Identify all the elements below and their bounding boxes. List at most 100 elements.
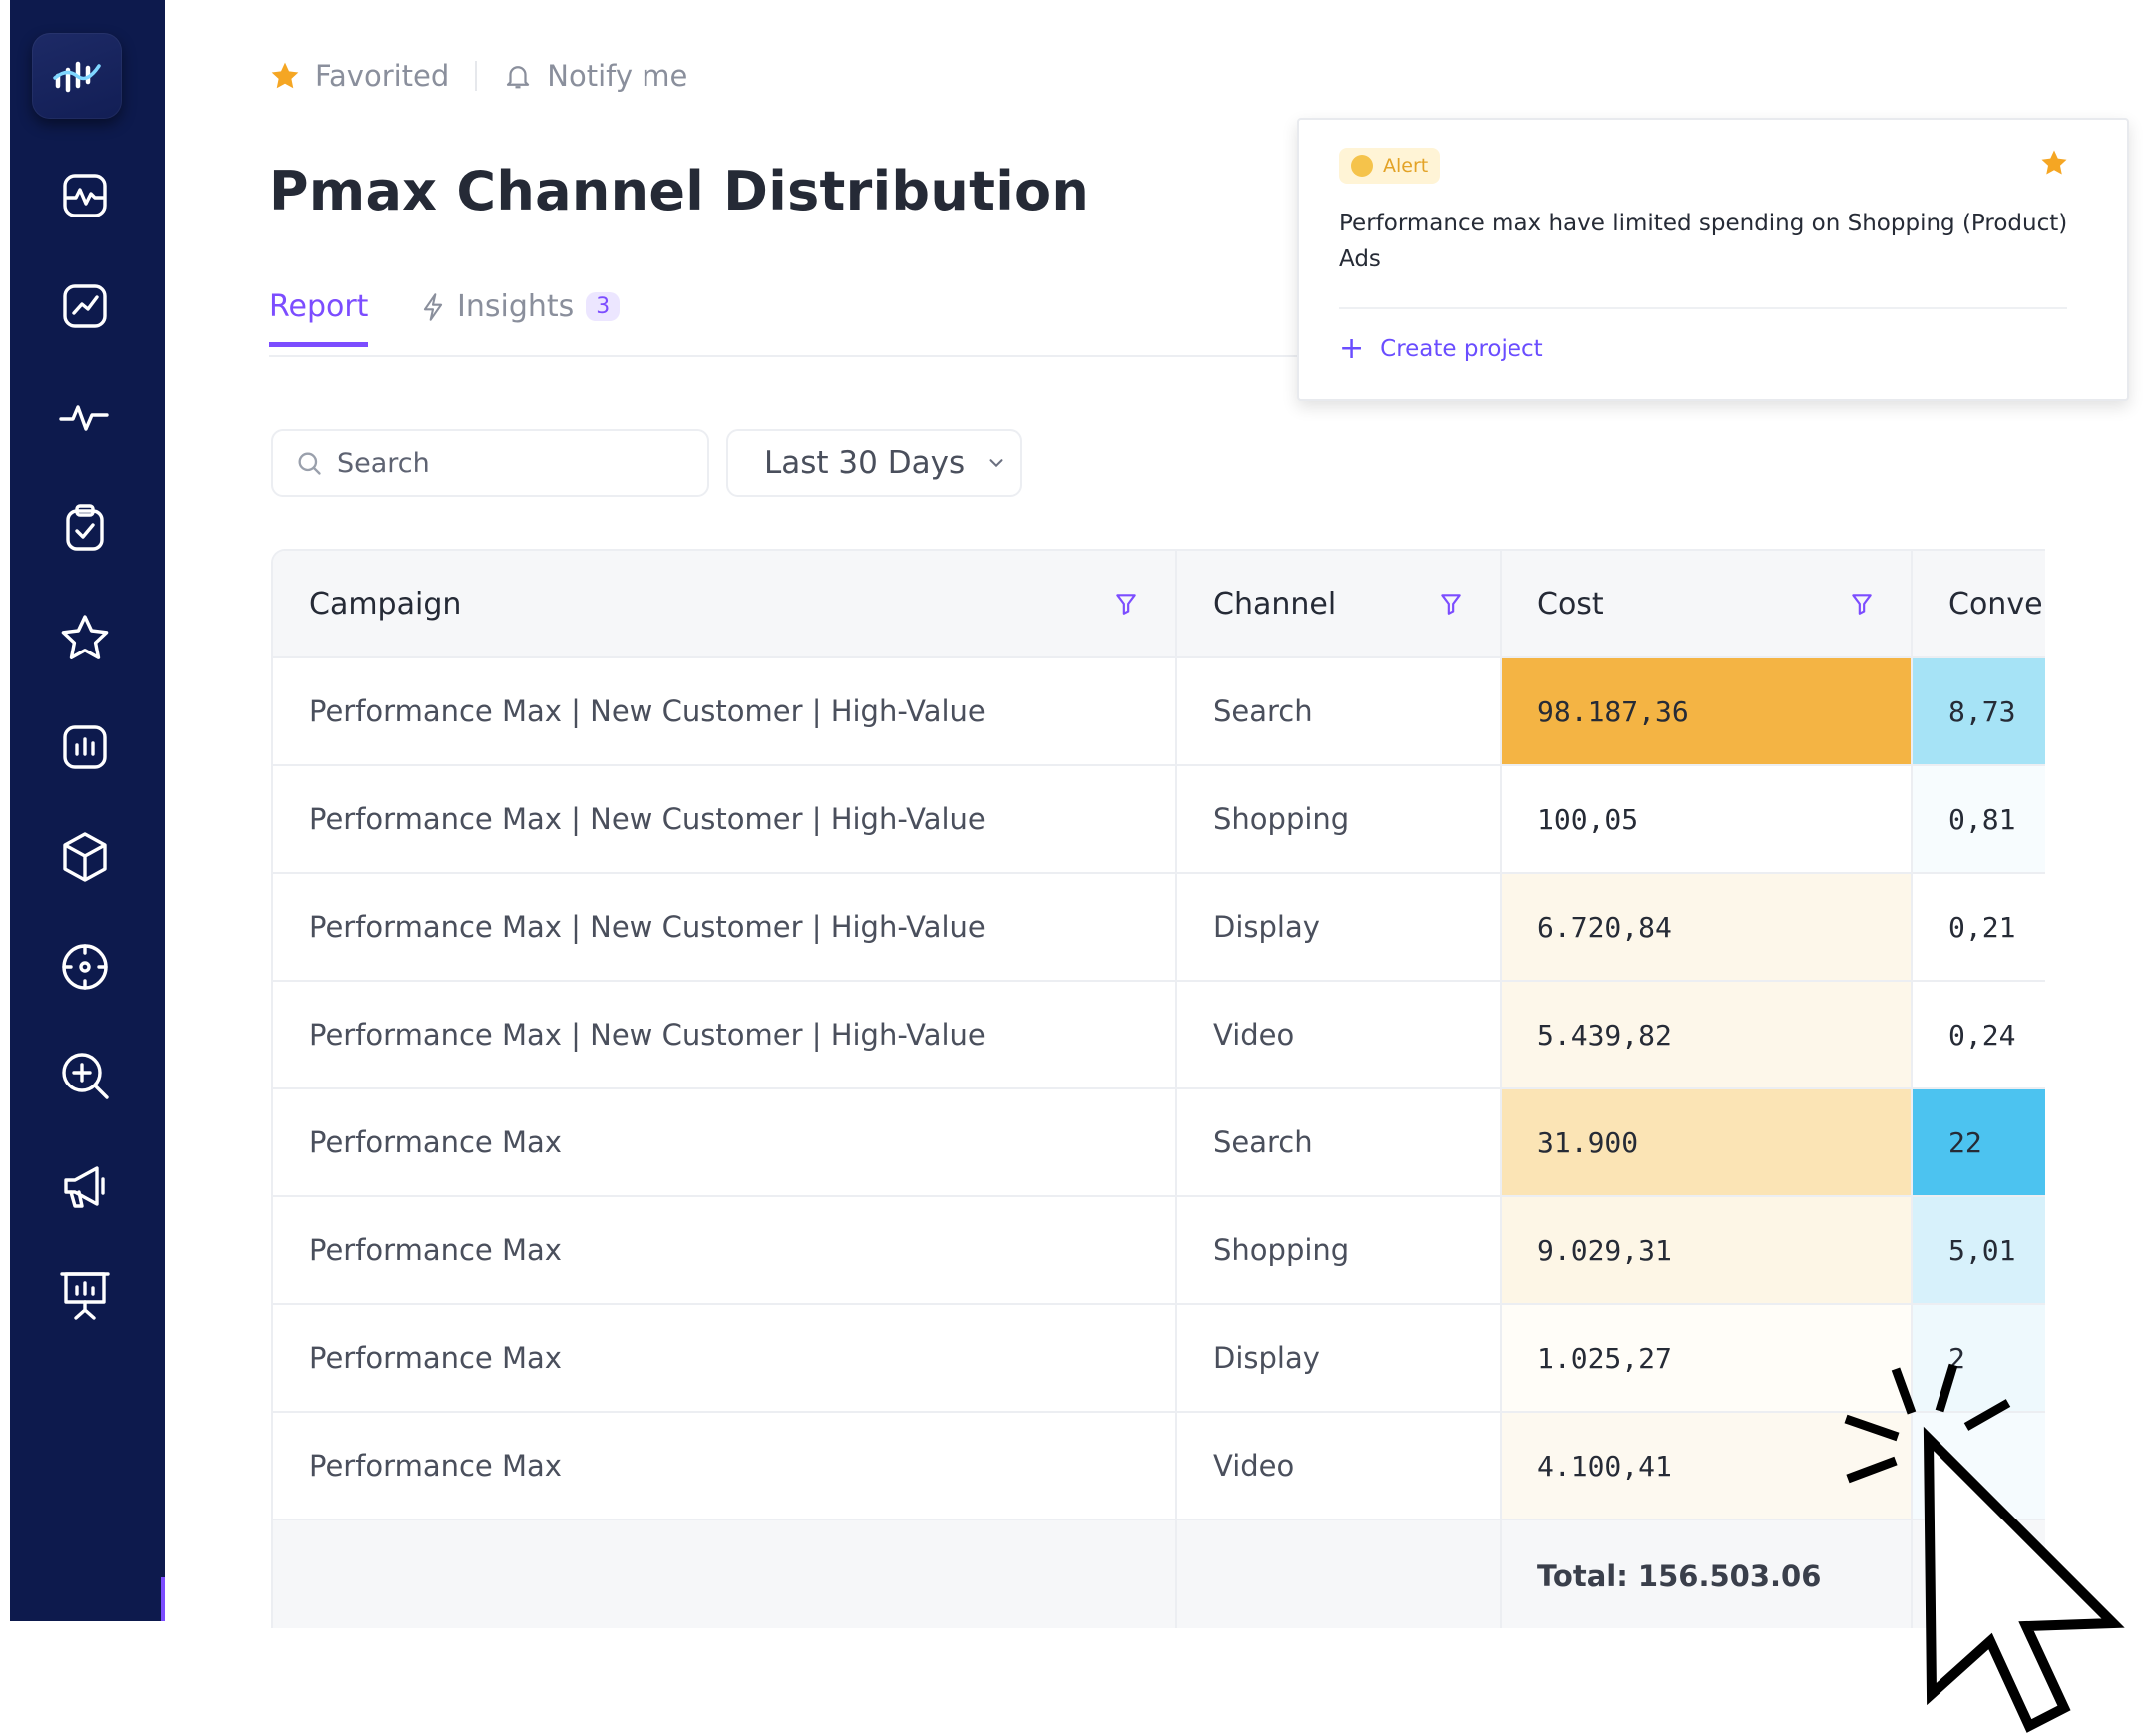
create-project-button[interactable]: + Create project (1339, 331, 1543, 366)
table-row[interactable]: Performance Max | New Customer | High-Va… (273, 765, 2045, 874)
conversions-cell: 0,24 (1912, 981, 2045, 1089)
cost-cell: 4.100,41 (1501, 1412, 1913, 1520)
alert-card: Alert Performance max have limited spend… (1297, 118, 2129, 401)
total-empty-cell (273, 1519, 1177, 1628)
channel-cell-value: Shopping (1213, 1233, 1350, 1267)
channel-cell-value: Video (1213, 1449, 1295, 1483)
channel-cell-value: Display (1213, 910, 1320, 944)
campaign-cell-value: Performance Max (309, 1233, 562, 1267)
pulse-card-icon[interactable] (56, 167, 114, 224)
column-header-campaign[interactable]: Campaign (273, 551, 1177, 658)
target-icon[interactable] (56, 938, 114, 996)
cost-cell-value: 100,05 (1537, 802, 1639, 836)
campaign-cell-value: Performance Max | New Customer | High-Va… (309, 694, 986, 728)
channel-cell: Shopping (1176, 1196, 1502, 1305)
app-logo[interactable] (32, 33, 122, 119)
date-range-select[interactable]: Last 30 Days (726, 429, 1022, 497)
sidebar (10, 0, 165, 1621)
channel-cell: Display (1176, 873, 1502, 982)
main-content: Favorited Notify me Pmax Channel Distrib… (269, 0, 2155, 1730)
campaign-cell: Performance Max (273, 1196, 1177, 1305)
presentation-icon[interactable] (56, 1265, 114, 1323)
conversions-cell: 0,21 (1912, 873, 2045, 982)
star-icon[interactable] (56, 610, 114, 667)
channel-cell-value: Shopping (1213, 802, 1350, 836)
cost-cell-value: 31.900 (1537, 1125, 1639, 1159)
table-row[interactable]: Performance Max Display 1.025,27 2 (273, 1304, 2045, 1413)
cost-cell: 5.439,82 (1501, 981, 1913, 1089)
table-row[interactable]: Performance Max | New Customer | High-Va… (273, 657, 2045, 766)
conversions-cell-value: 22 (1948, 1125, 1982, 1159)
insights-count-badge: 3 (586, 292, 621, 321)
favorite-bar: Favorited Notify me (269, 56, 687, 96)
favorited-label[interactable]: Favorited (315, 59, 450, 93)
column-header-conversions[interactable]: Conver (1912, 551, 2045, 658)
campaign-cell: Performance Max (273, 1304, 1177, 1413)
conversions-cell: 2 (1912, 1304, 2045, 1413)
tab-report[interactable]: Report (269, 289, 369, 347)
campaign-cell-value: Performance Max (309, 1125, 562, 1159)
trend-chart-icon[interactable] (56, 277, 114, 335)
conversions-cell: 8,73 (1912, 657, 2045, 766)
table-body: Performance Max | New Customer | High-Va… (273, 657, 2045, 1520)
tab-insights[interactable]: Insights 3 (419, 289, 621, 324)
filter-icon[interactable] (1849, 591, 1875, 617)
campaign-cell: Performance Max (273, 1088, 1177, 1197)
table-row[interactable]: Performance Max Shopping 9.029,31 5,01 (273, 1196, 2045, 1305)
alert-icon (1351, 155, 1373, 177)
channel-cell: Video (1176, 981, 1502, 1089)
cost-cell-value: 4.100,41 (1537, 1449, 1672, 1483)
cost-cell: 98.187,36 (1501, 657, 1913, 766)
channel-cell: Video (1176, 1412, 1502, 1520)
campaign-table: Campaign Channel Cost Conver Performance… (271, 549, 2045, 1628)
star-filled-icon[interactable] (2039, 148, 2069, 182)
activity-icon[interactable] (56, 388, 114, 446)
search-input[interactable] (335, 446, 698, 480)
conversions-cell: 22 (1912, 1088, 2045, 1197)
plus-icon: + (1339, 331, 1365, 366)
megaphone-icon[interactable] (56, 1157, 114, 1215)
column-header-channel[interactable]: Channel (1176, 551, 1502, 658)
cost-cell-value: 98.187,36 (1537, 694, 1689, 728)
lightning-icon (419, 292, 447, 322)
notify-label[interactable]: Notify me (547, 59, 688, 93)
campaign-cell: Performance Max (273, 1412, 1177, 1520)
channel-cell: Search (1176, 657, 1502, 766)
channel-cell-value: Search (1213, 1125, 1313, 1159)
click-cursor-icon (1844, 1363, 2125, 1733)
total-cost-label: Total: 156.503.06 (1537, 1559, 1822, 1593)
clipboard-check-icon[interactable] (56, 499, 114, 557)
cost-cell: 6.720,84 (1501, 873, 1913, 982)
bell-icon[interactable] (503, 61, 533, 91)
filter-icon[interactable] (1438, 591, 1464, 617)
column-header-cost[interactable]: Cost (1501, 551, 1913, 658)
table-row[interactable]: Performance Max | New Customer | High-Va… (273, 981, 2045, 1089)
campaign-cell-value: Performance Max (309, 1341, 562, 1375)
campaign-cell: Performance Max | New Customer | High-Va… (273, 657, 1177, 766)
total-empty-cell (1176, 1519, 1502, 1628)
channel-cell-value: Search (1213, 694, 1313, 728)
conversions-cell: 5,01 (1912, 1196, 2045, 1305)
search-icon (295, 449, 323, 477)
tab-insights-label: Insights (457, 289, 575, 324)
divider (1339, 307, 2067, 309)
table-row[interactable]: Performance Max | New Customer | High-Va… (273, 873, 2045, 982)
cube-icon[interactable] (56, 828, 114, 886)
star-filled-icon[interactable] (269, 60, 301, 92)
campaign-cell-value: Performance Max | New Customer | High-Va… (309, 910, 986, 944)
sidebar-accent (161, 1577, 165, 1621)
conversions-cell: 0,81 (1912, 765, 2045, 874)
chevron-down-icon (985, 452, 1007, 474)
table-row[interactable]: Performance Max Search 31.900 22 (273, 1088, 2045, 1197)
table-row[interactable]: Performance Max Video 4.100,41 (273, 1412, 2045, 1520)
cost-cell: 1.025,27 (1501, 1304, 1913, 1413)
table-total-row: Total: 156.503.06 (273, 1519, 2045, 1628)
conversions-cell-value: 0,81 (1948, 802, 2016, 836)
search-field[interactable] (271, 429, 709, 497)
filter-icon[interactable] (1113, 591, 1139, 617)
logo-mark-icon (53, 61, 101, 93)
bar-chart-icon[interactable] (56, 718, 114, 776)
channel-cell-value: Video (1213, 1018, 1295, 1052)
zoom-in-icon[interactable] (56, 1047, 114, 1104)
campaign-cell-value: Performance Max (309, 1449, 562, 1483)
